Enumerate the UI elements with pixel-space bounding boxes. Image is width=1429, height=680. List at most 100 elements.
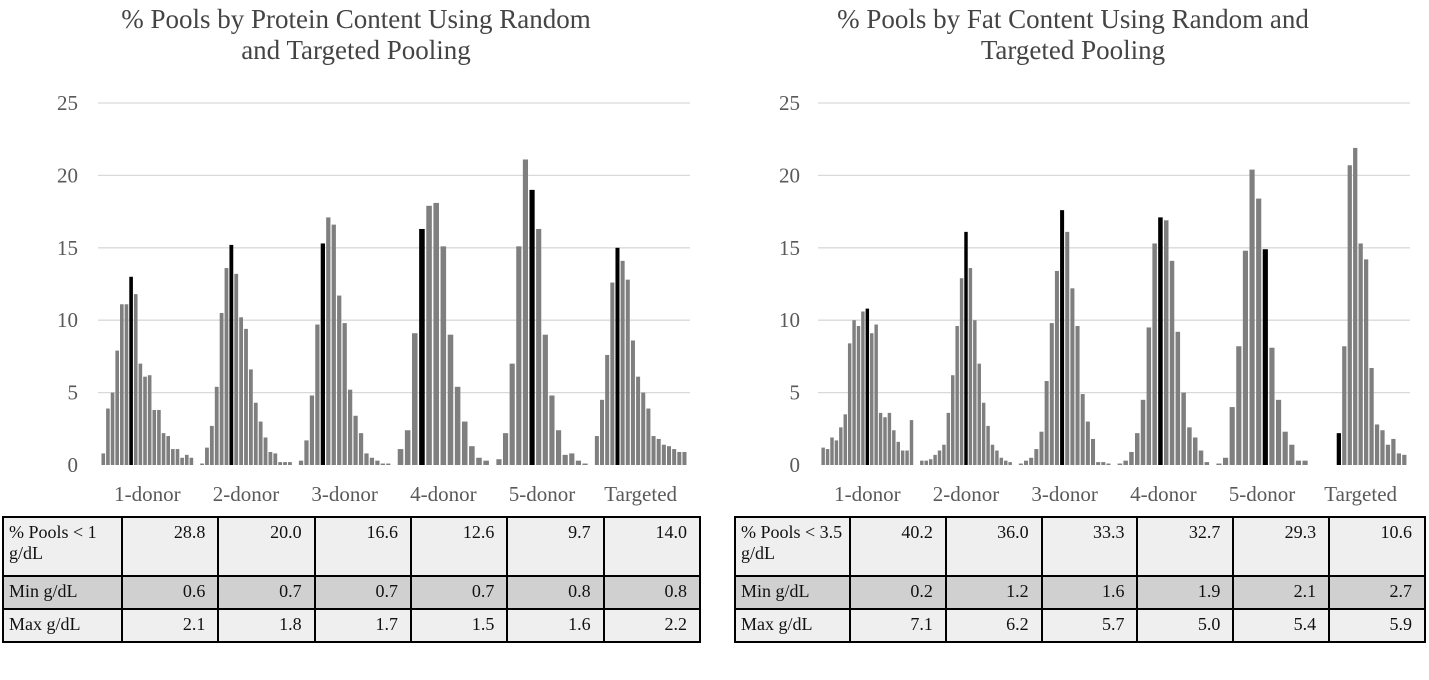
protein-chart: 0 5 10 15 20 25 1-donor 2-donor 3-donor 4-donor 5-… xyxy=(57,91,690,506)
bar xyxy=(981,402,986,465)
table-cell: 5.0 xyxy=(1136,608,1235,643)
table-cell: 0.2 xyxy=(849,575,947,610)
bar xyxy=(878,412,883,465)
table-cell: 1.6 xyxy=(506,608,605,643)
bar xyxy=(1269,347,1275,465)
bar xyxy=(861,311,865,465)
mean-bar xyxy=(1336,433,1341,465)
table-cell: 7.1 xyxy=(849,608,947,643)
bar xyxy=(224,268,229,465)
bar xyxy=(469,446,475,465)
bar xyxy=(106,408,110,465)
bar xyxy=(205,447,209,465)
bar xyxy=(375,460,380,465)
bar xyxy=(380,463,385,465)
bar xyxy=(594,436,599,465)
table-cell: 10.6 xyxy=(1328,516,1426,577)
bar xyxy=(1075,325,1080,465)
mean-bar xyxy=(615,247,620,465)
bar xyxy=(1275,399,1282,465)
bar xyxy=(1216,463,1222,465)
row-label: Min g/dL xyxy=(2,575,123,610)
bar xyxy=(677,451,682,465)
bar xyxy=(1396,453,1401,465)
bar xyxy=(440,246,447,465)
bar xyxy=(1169,260,1175,465)
bar xyxy=(386,463,391,465)
bar xyxy=(951,375,955,465)
bar xyxy=(342,323,347,465)
table-cell: 0.7 xyxy=(217,575,316,610)
bar xyxy=(364,453,369,465)
bar xyxy=(304,440,309,465)
bar xyxy=(115,350,119,465)
bar xyxy=(347,389,353,465)
bar xyxy=(454,386,461,465)
bar xyxy=(219,312,224,465)
mean-bar xyxy=(865,308,870,465)
x-category-label: 4-donor xyxy=(1130,482,1197,506)
bar xyxy=(1295,460,1302,465)
fat-stats-table: % Pools < 3.5 g/dL 40.2 36.0 33.3 32.7 29.3 10… xyxy=(734,516,1426,643)
bar xyxy=(1363,259,1369,465)
bar xyxy=(1369,367,1374,465)
bar xyxy=(605,354,610,465)
table-cell: 0.8 xyxy=(602,575,702,610)
bar xyxy=(1204,462,1210,465)
bar xyxy=(1024,460,1029,465)
bar xyxy=(234,273,239,465)
table-cell: 1.5 xyxy=(409,608,509,643)
bar xyxy=(834,440,839,465)
bar xyxy=(476,457,482,465)
bar xyxy=(331,224,336,465)
x-category-label: Targeted xyxy=(1324,482,1397,506)
mean-bar xyxy=(529,189,535,465)
bar xyxy=(620,260,625,465)
bar xyxy=(1192,437,1198,465)
bar xyxy=(426,205,432,465)
bar xyxy=(157,409,161,465)
row-label: Max g/dL xyxy=(734,608,851,643)
table-row: Min g/dL 0.6 0.7 0.7 0.7 0.8 0.8 xyxy=(2,575,702,610)
bar xyxy=(273,453,278,465)
table-cell: 2.2 xyxy=(602,608,702,643)
bar xyxy=(1123,460,1128,465)
table-cell: 1.6 xyxy=(1040,575,1139,610)
table-cell: 2.1 xyxy=(120,608,220,643)
bar xyxy=(973,320,977,465)
bar xyxy=(433,202,439,465)
y-tick-label: 0 xyxy=(790,453,801,477)
bar xyxy=(667,446,672,465)
bar xyxy=(839,427,843,465)
bar xyxy=(1070,288,1075,465)
bar xyxy=(682,451,687,465)
mean-bar xyxy=(229,244,234,465)
bar xyxy=(1198,450,1204,465)
bar xyxy=(555,430,562,465)
y-tick-label: 25 xyxy=(779,91,800,115)
bar xyxy=(1353,147,1358,465)
bar xyxy=(909,420,914,465)
table-cell: 33.3 xyxy=(1040,516,1139,577)
bar xyxy=(1242,250,1249,465)
bar xyxy=(1289,444,1295,465)
bar xyxy=(933,454,937,465)
bar xyxy=(1222,457,1229,465)
table-row: % Pools < 1 g/dL 28.8 20.0 16.6 12.6 9.7 14.0 xyxy=(2,516,702,577)
bar xyxy=(582,463,588,465)
bar xyxy=(1008,462,1012,465)
protein-chart-title: % Pools by Protein Content Using Random … xyxy=(121,4,591,65)
bar xyxy=(516,246,522,465)
bar xyxy=(171,449,175,465)
bar xyxy=(522,159,529,465)
bar xyxy=(1049,323,1054,465)
table-cell: 1.9 xyxy=(1136,575,1235,610)
table-row: % Pools < 3.5 g/dL 40.2 36.0 33.3 32.7 29.3 10… xyxy=(734,516,1426,577)
bar xyxy=(110,392,115,465)
table-cell: 0.7 xyxy=(313,575,412,610)
bar xyxy=(600,399,605,465)
bar xyxy=(1101,462,1106,465)
bar xyxy=(1302,460,1308,465)
bar xyxy=(161,433,166,465)
bar xyxy=(1175,331,1181,465)
